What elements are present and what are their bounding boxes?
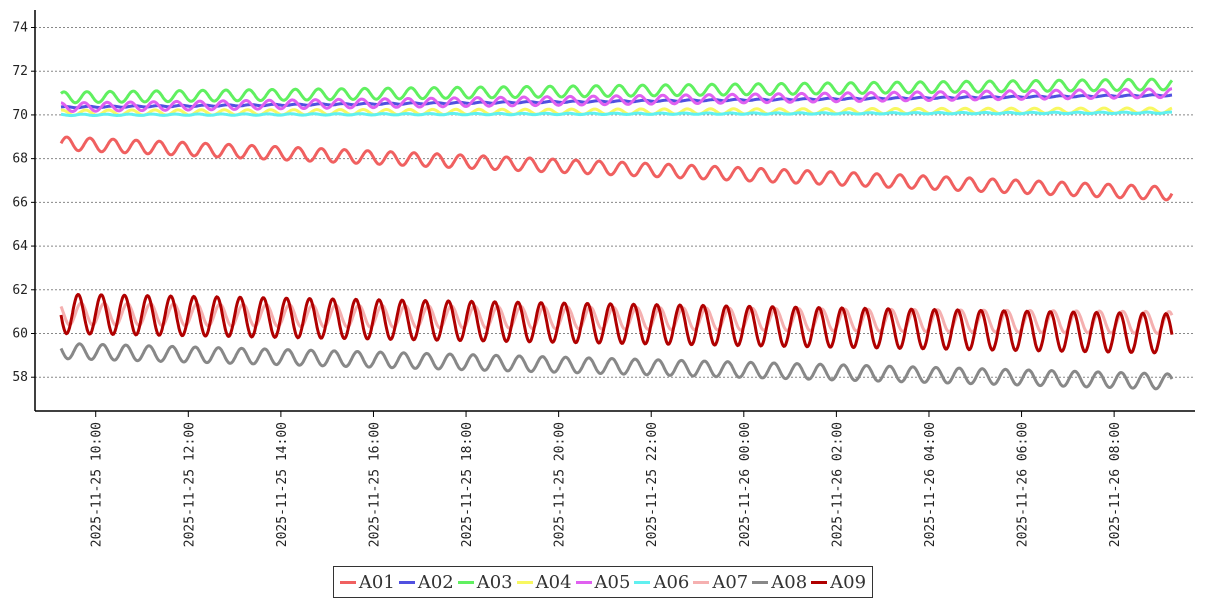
series-line-a02	[60, 93, 1173, 110]
y-tick-label: 70	[12, 108, 28, 123]
x-tick-label: 2025-11-26 08:00	[1108, 422, 1123, 547]
legend-label: A08	[771, 571, 808, 593]
legend-swatch	[398, 580, 415, 584]
series-line-a04	[60, 106, 1173, 117]
legend-label: A05	[594, 571, 631, 593]
series-line-a09	[59, 292, 1174, 355]
x-tick-label: 2025-11-25 10:00	[90, 422, 105, 547]
legend-label: A09	[830, 571, 867, 593]
y-tick-label: 72	[12, 64, 28, 79]
legend-swatch	[516, 580, 533, 584]
legend-label: A03	[476, 571, 513, 593]
legend-item-a01: A01	[339, 571, 395, 593]
legend-item-a09: A09	[811, 572, 866, 593]
y-tick-label: 64	[12, 239, 28, 254]
series-line-a06	[60, 110, 1172, 118]
y-tick-label: 62	[12, 283, 28, 298]
legend-item-a04: A04	[516, 571, 572, 593]
legend-label: A07	[712, 571, 749, 593]
legend-item-a03: A03	[457, 571, 513, 593]
legend-swatch	[693, 580, 710, 584]
legend-item-a08: A08	[752, 572, 807, 593]
legend: A01 A02 A03 A04 A05 A06 A07 A08 A09	[333, 566, 873, 598]
legend-swatch	[339, 580, 356, 584]
y-tick-label: 68	[12, 152, 28, 167]
x-tick-label: 2025-11-26 06:00	[1016, 422, 1031, 547]
y-tick-label: 66	[12, 195, 28, 210]
x-tick-label: 2025-11-26 00:00	[738, 422, 753, 547]
x-tick-label: 2025-11-25 14:00	[275, 422, 290, 547]
legend-item-a07: A07	[693, 572, 748, 593]
x-tick-label: 2025-11-25 12:00	[182, 422, 197, 547]
legend-label: A02	[417, 571, 454, 593]
series-line-a03	[60, 77, 1174, 105]
legend-swatch	[575, 580, 592, 584]
x-tick-label: 2025-11-25 20:00	[553, 422, 568, 547]
x-tick-label: 2025-11-26 02:00	[830, 422, 845, 547]
x-tick-label: 2025-11-25 18:00	[460, 422, 475, 547]
legend-item-a05: A05	[575, 571, 631, 593]
y-tick-label: 60	[12, 326, 28, 341]
legend-swatch	[457, 580, 474, 584]
series-line-a01	[59, 135, 1174, 202]
y-ticks: 58 60 62 64 66 68 70 72 74	[12, 20, 35, 385]
legend-swatch	[752, 580, 769, 584]
legend-item-a06: A06	[634, 572, 689, 593]
x-tick-label: 2025-11-25 16:00	[367, 422, 382, 547]
x-tick-label: 2025-11-25 22:00	[645, 422, 660, 547]
legend-swatch	[634, 580, 651, 584]
series-line-a07	[59, 301, 1174, 335]
x-ticks: 2025-11-25 10:00 2025-11-25 12:00 2025-11-…	[90, 411, 1123, 547]
series-line-a08	[59, 342, 1174, 391]
legend-label: A01	[358, 571, 395, 593]
series-line-a05	[60, 87, 1173, 114]
series-group	[59, 77, 1174, 391]
legend-swatch	[811, 580, 828, 584]
x-tick-label: 2025-11-26 04:00	[923, 422, 938, 547]
y-tick-label: 58	[12, 370, 28, 385]
y-tick-label: 74	[12, 20, 28, 35]
legend-label: A06	[653, 571, 690, 593]
legend-label: A04	[535, 571, 572, 593]
legend-item-a02: A02	[398, 571, 454, 593]
